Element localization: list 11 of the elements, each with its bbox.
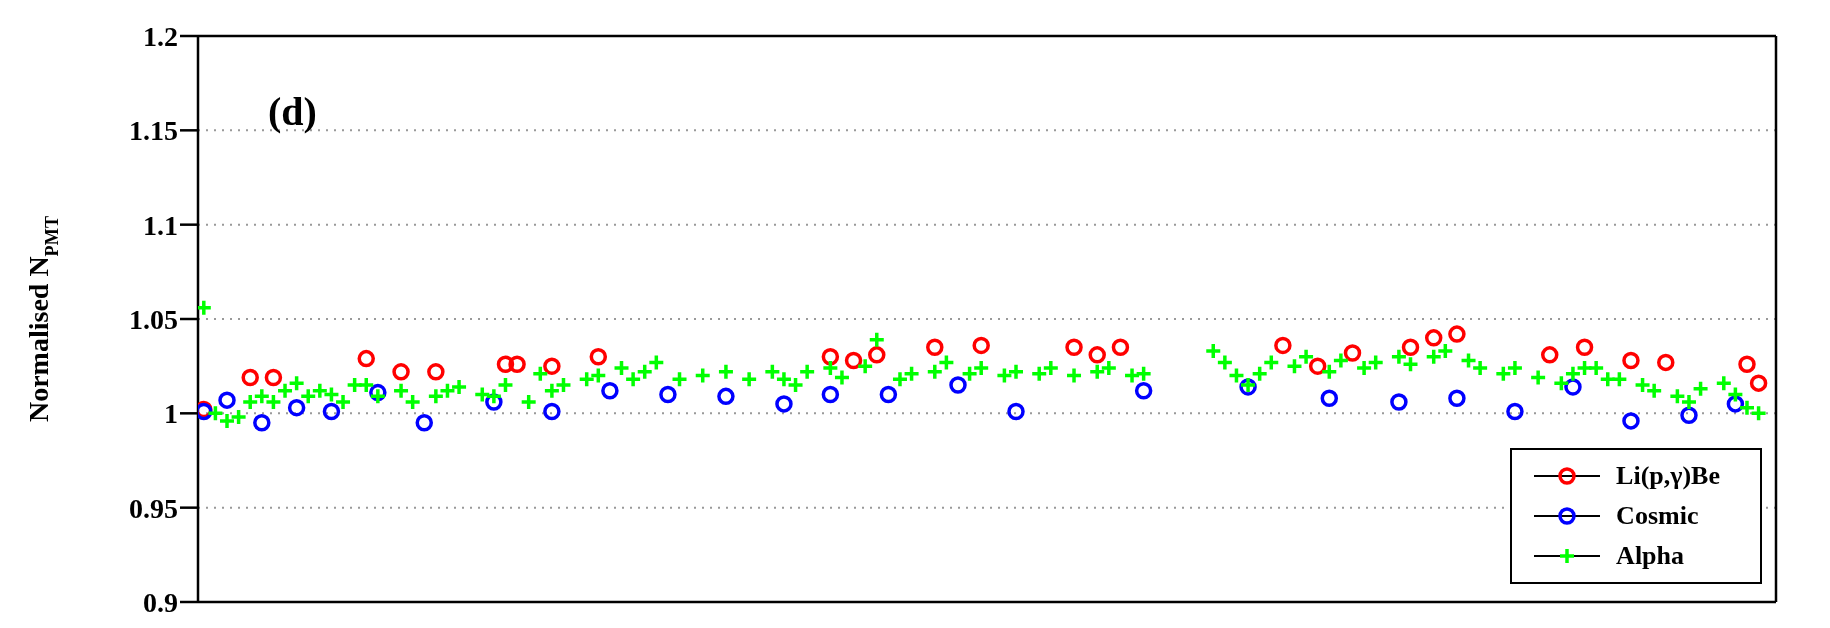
y-tick-label: 1.2 (143, 20, 178, 52)
legend-label: Alpha (1616, 541, 1685, 571)
y-tick-label: 0.9 (143, 586, 178, 618)
y-tick-label: 1.05 (129, 303, 178, 335)
y-tick-label: 1 (164, 398, 178, 430)
annotation: (d) (268, 88, 317, 135)
y-tick-label: 1.1 (143, 209, 178, 241)
legend-label: Cosmic (1616, 501, 1699, 531)
y-tick-label: 0.95 (129, 492, 178, 524)
y-tick-label: 1.15 (129, 115, 178, 147)
legend-label: Li(p,γ)Be (1616, 461, 1720, 491)
